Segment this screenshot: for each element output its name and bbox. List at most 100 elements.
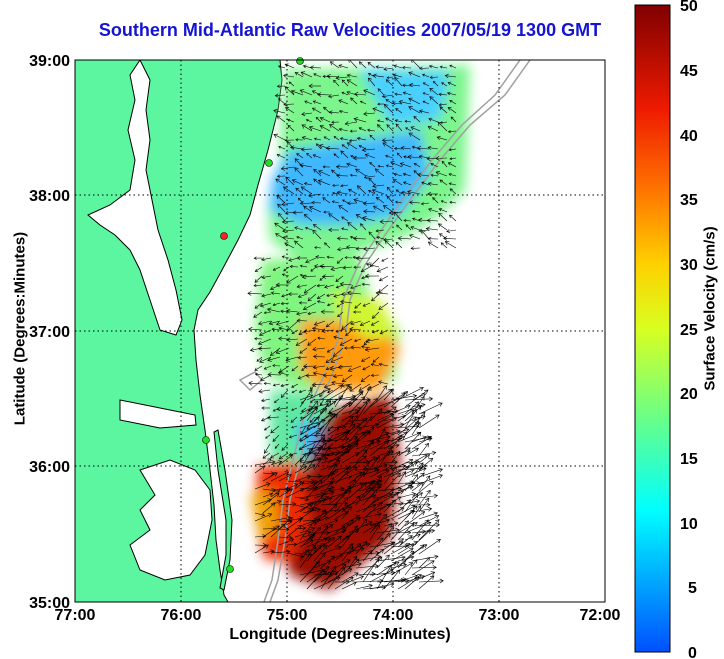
velocity-arrow-head xyxy=(302,526,307,531)
velocity-arrow-head xyxy=(449,214,453,219)
velocity-arrow xyxy=(299,539,314,548)
velocity-arrow-head xyxy=(378,502,383,507)
velocity-arrow xyxy=(312,347,326,350)
velocity-arrow xyxy=(350,284,362,289)
velocity-arrow-head xyxy=(310,400,313,403)
velocity-arrow xyxy=(390,548,414,562)
velocity-arrow-head xyxy=(426,529,432,534)
velocity-arrow xyxy=(358,127,367,132)
velocity-arrow-head xyxy=(420,511,426,516)
velocity-arrow xyxy=(255,266,263,272)
velocity-arrow-head xyxy=(271,460,276,465)
velocity-arrow xyxy=(376,529,400,534)
velocity-arrow xyxy=(348,426,362,443)
velocity-arrow-head xyxy=(336,260,341,264)
velocity-arrow xyxy=(295,72,304,78)
velocity-arrow xyxy=(349,328,362,331)
velocity-arrow-head xyxy=(363,174,368,180)
velocity-arrow xyxy=(390,484,413,499)
velocity-arrow xyxy=(313,408,327,422)
velocity-arrow xyxy=(253,284,263,286)
velocity-arrow-head xyxy=(375,197,380,201)
velocity-arrow xyxy=(306,119,313,123)
velocity-arrow-head xyxy=(352,255,356,260)
velocity-arrow xyxy=(362,456,380,478)
velocity-arrow-head xyxy=(267,372,272,377)
velocity-arrow xyxy=(276,195,286,204)
velocity-arrow-head xyxy=(427,125,432,130)
velocity-arrow-head xyxy=(363,89,368,94)
velocity-arrow-head xyxy=(399,489,405,495)
velocity-arrow-head xyxy=(304,496,310,502)
x-tick-label: 76:00 xyxy=(161,607,202,624)
velocity-arrow xyxy=(397,416,417,429)
velocity-arrow xyxy=(326,293,335,297)
velocity-arrow-head xyxy=(299,487,305,493)
velocity-arrow-head xyxy=(316,300,321,304)
velocity-arrow-head xyxy=(404,520,409,525)
velocity-arrow xyxy=(422,74,430,78)
velocity-arrow-head xyxy=(420,202,425,206)
velocity-arrow xyxy=(341,525,358,548)
velocity-arrow-head xyxy=(286,279,291,284)
velocity-arrow xyxy=(335,275,344,282)
velocity-arrow xyxy=(413,116,421,123)
velocity-arrow-head xyxy=(299,416,303,419)
velocity-arrow-head xyxy=(412,393,418,399)
velocity-arrow xyxy=(376,236,385,240)
velocity-arrow xyxy=(396,189,403,195)
velocity-arrow-head xyxy=(327,428,331,432)
velocity-arrow-head xyxy=(299,350,304,354)
velocity-arrow-head xyxy=(344,496,349,502)
velocity-arrow xyxy=(342,374,353,383)
velocity-arrow xyxy=(414,163,421,168)
velocity-arrow xyxy=(334,563,347,576)
velocity-arrow xyxy=(340,283,353,286)
x-tick-label: 73:00 xyxy=(479,607,520,624)
velocity-arrow xyxy=(317,293,326,299)
velocity-arrow-head xyxy=(439,106,444,111)
velocity-arrow xyxy=(327,568,352,583)
velocity-arrow xyxy=(382,94,394,97)
velocity-arrow xyxy=(355,482,374,506)
velocity-arrow-head xyxy=(341,529,347,534)
colorbar-tick: 20 xyxy=(680,386,698,403)
velocity-arrow-head xyxy=(312,346,317,352)
velocity-arrow xyxy=(264,443,271,454)
velocity-arrow-head xyxy=(276,195,281,200)
velocity-arrow-head xyxy=(436,135,441,141)
velocity-arrow xyxy=(261,398,271,402)
velocity-arrow xyxy=(262,458,272,466)
velocity-arrow xyxy=(299,406,314,415)
velocity-arrow-head xyxy=(276,153,281,158)
velocity-arrow-head xyxy=(281,219,287,224)
velocity-arrow-head xyxy=(429,575,435,580)
velocity-arrow xyxy=(286,275,299,284)
velocity-arrow xyxy=(278,517,293,530)
velocity-arrow-head xyxy=(336,460,341,465)
velocity-arrow-head xyxy=(337,364,342,370)
velocity-arrow-head xyxy=(411,60,416,64)
velocity-arrow xyxy=(299,561,320,583)
velocity-arrow xyxy=(254,275,263,283)
velocity-arrow xyxy=(273,383,281,386)
velocity-arrow xyxy=(404,544,425,562)
velocity-arrow-head xyxy=(344,121,350,126)
velocity-arrow-head xyxy=(396,496,402,501)
velocity-arrow-head xyxy=(395,242,399,246)
velocity-arrow xyxy=(369,389,393,408)
velocity-arrow-head xyxy=(414,401,420,406)
velocity-arrow-head xyxy=(377,475,382,481)
velocity-arrow xyxy=(376,564,392,590)
velocity-arrow xyxy=(368,190,376,195)
velocity-arrow-head xyxy=(396,569,401,574)
velocity-arrow xyxy=(325,356,335,363)
velocity-arrow xyxy=(372,356,380,363)
velocity-arrow-head xyxy=(416,505,422,510)
velocity-arrow xyxy=(369,542,394,548)
velocity-arrow xyxy=(372,189,385,195)
velocity-arrow xyxy=(428,183,439,186)
velocity-arrow xyxy=(291,383,299,388)
velocity-arrow-head xyxy=(331,566,336,571)
velocity-arrow xyxy=(286,525,302,538)
